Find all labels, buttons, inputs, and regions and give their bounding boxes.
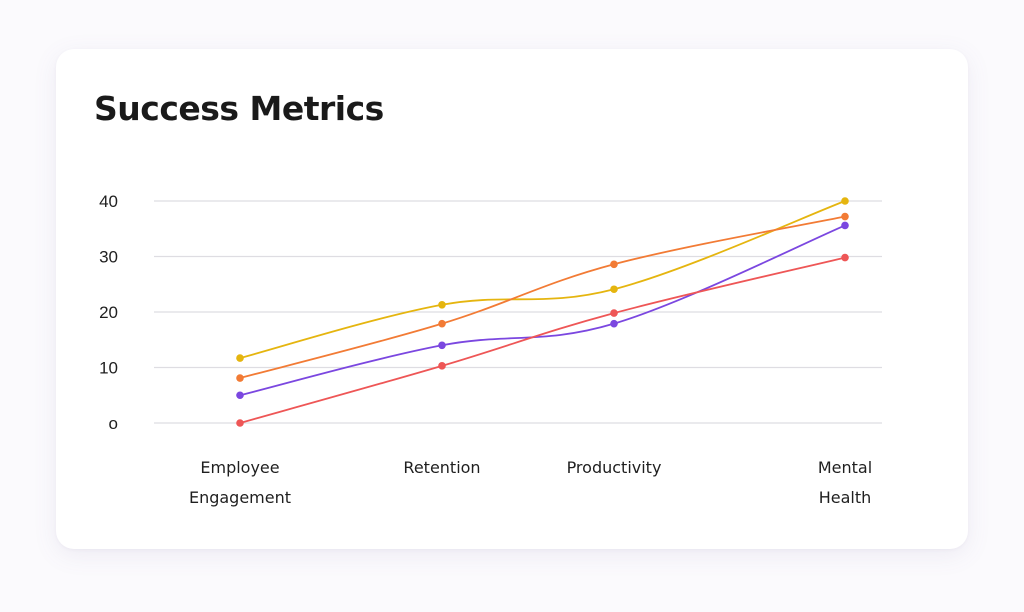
- data-point[interactable]: [438, 300, 446, 309]
- series-line: [239, 224, 846, 397]
- series-2: [236, 212, 849, 382]
- data-point[interactable]: [610, 285, 618, 294]
- data-point[interactable]: [438, 341, 446, 350]
- x-tick-label: Employee Engagement: [189, 458, 291, 507]
- y-axis-ticks: o 10 20 30 40: [99, 192, 118, 433]
- x-tick-label: Mental Health: [818, 458, 872, 507]
- data-point[interactable]: [610, 319, 618, 328]
- grid-lines: [154, 200, 882, 424]
- data-point[interactable]: [438, 319, 446, 328]
- data-point[interactable]: [236, 391, 244, 400]
- data-point[interactable]: [438, 362, 446, 370]
- series-line: [239, 200, 846, 359]
- chart-card: Success Metrics o 10 20 30 40 Employee Engage…: [56, 49, 968, 549]
- x-axis-labels: Employee Engagement Retention Productivity M…: [189, 458, 872, 507]
- data-point[interactable]: [841, 253, 849, 262]
- series-1: [236, 197, 849, 362]
- series-lines: [236, 197, 849, 427]
- line-chart: o 10 20 30 40 Employee Engagement Retention Pro…: [99, 192, 882, 507]
- series-line: [239, 256, 846, 424]
- x-tick-label: Productivity: [567, 458, 662, 477]
- data-point[interactable]: [236, 374, 244, 382]
- y-tick-label: 30: [99, 248, 118, 267]
- data-point[interactable]: [841, 212, 849, 221]
- series-3: [236, 221, 849, 400]
- data-point[interactable]: [610, 260, 618, 269]
- series-4: [236, 253, 849, 427]
- data-point[interactable]: [610, 309, 618, 317]
- y-tick-label: o: [109, 414, 118, 433]
- y-tick-label: 10: [99, 359, 118, 378]
- y-tick-label: 20: [99, 303, 118, 322]
- data-point[interactable]: [841, 197, 849, 205]
- chart-title: Success Metrics: [94, 89, 384, 128]
- data-point[interactable]: [841, 221, 849, 230]
- data-point[interactable]: [236, 419, 244, 427]
- data-point[interactable]: [236, 354, 244, 362]
- y-tick-label: 40: [99, 192, 118, 211]
- series-line: [239, 215, 846, 379]
- x-tick-label: Retention: [403, 458, 480, 477]
